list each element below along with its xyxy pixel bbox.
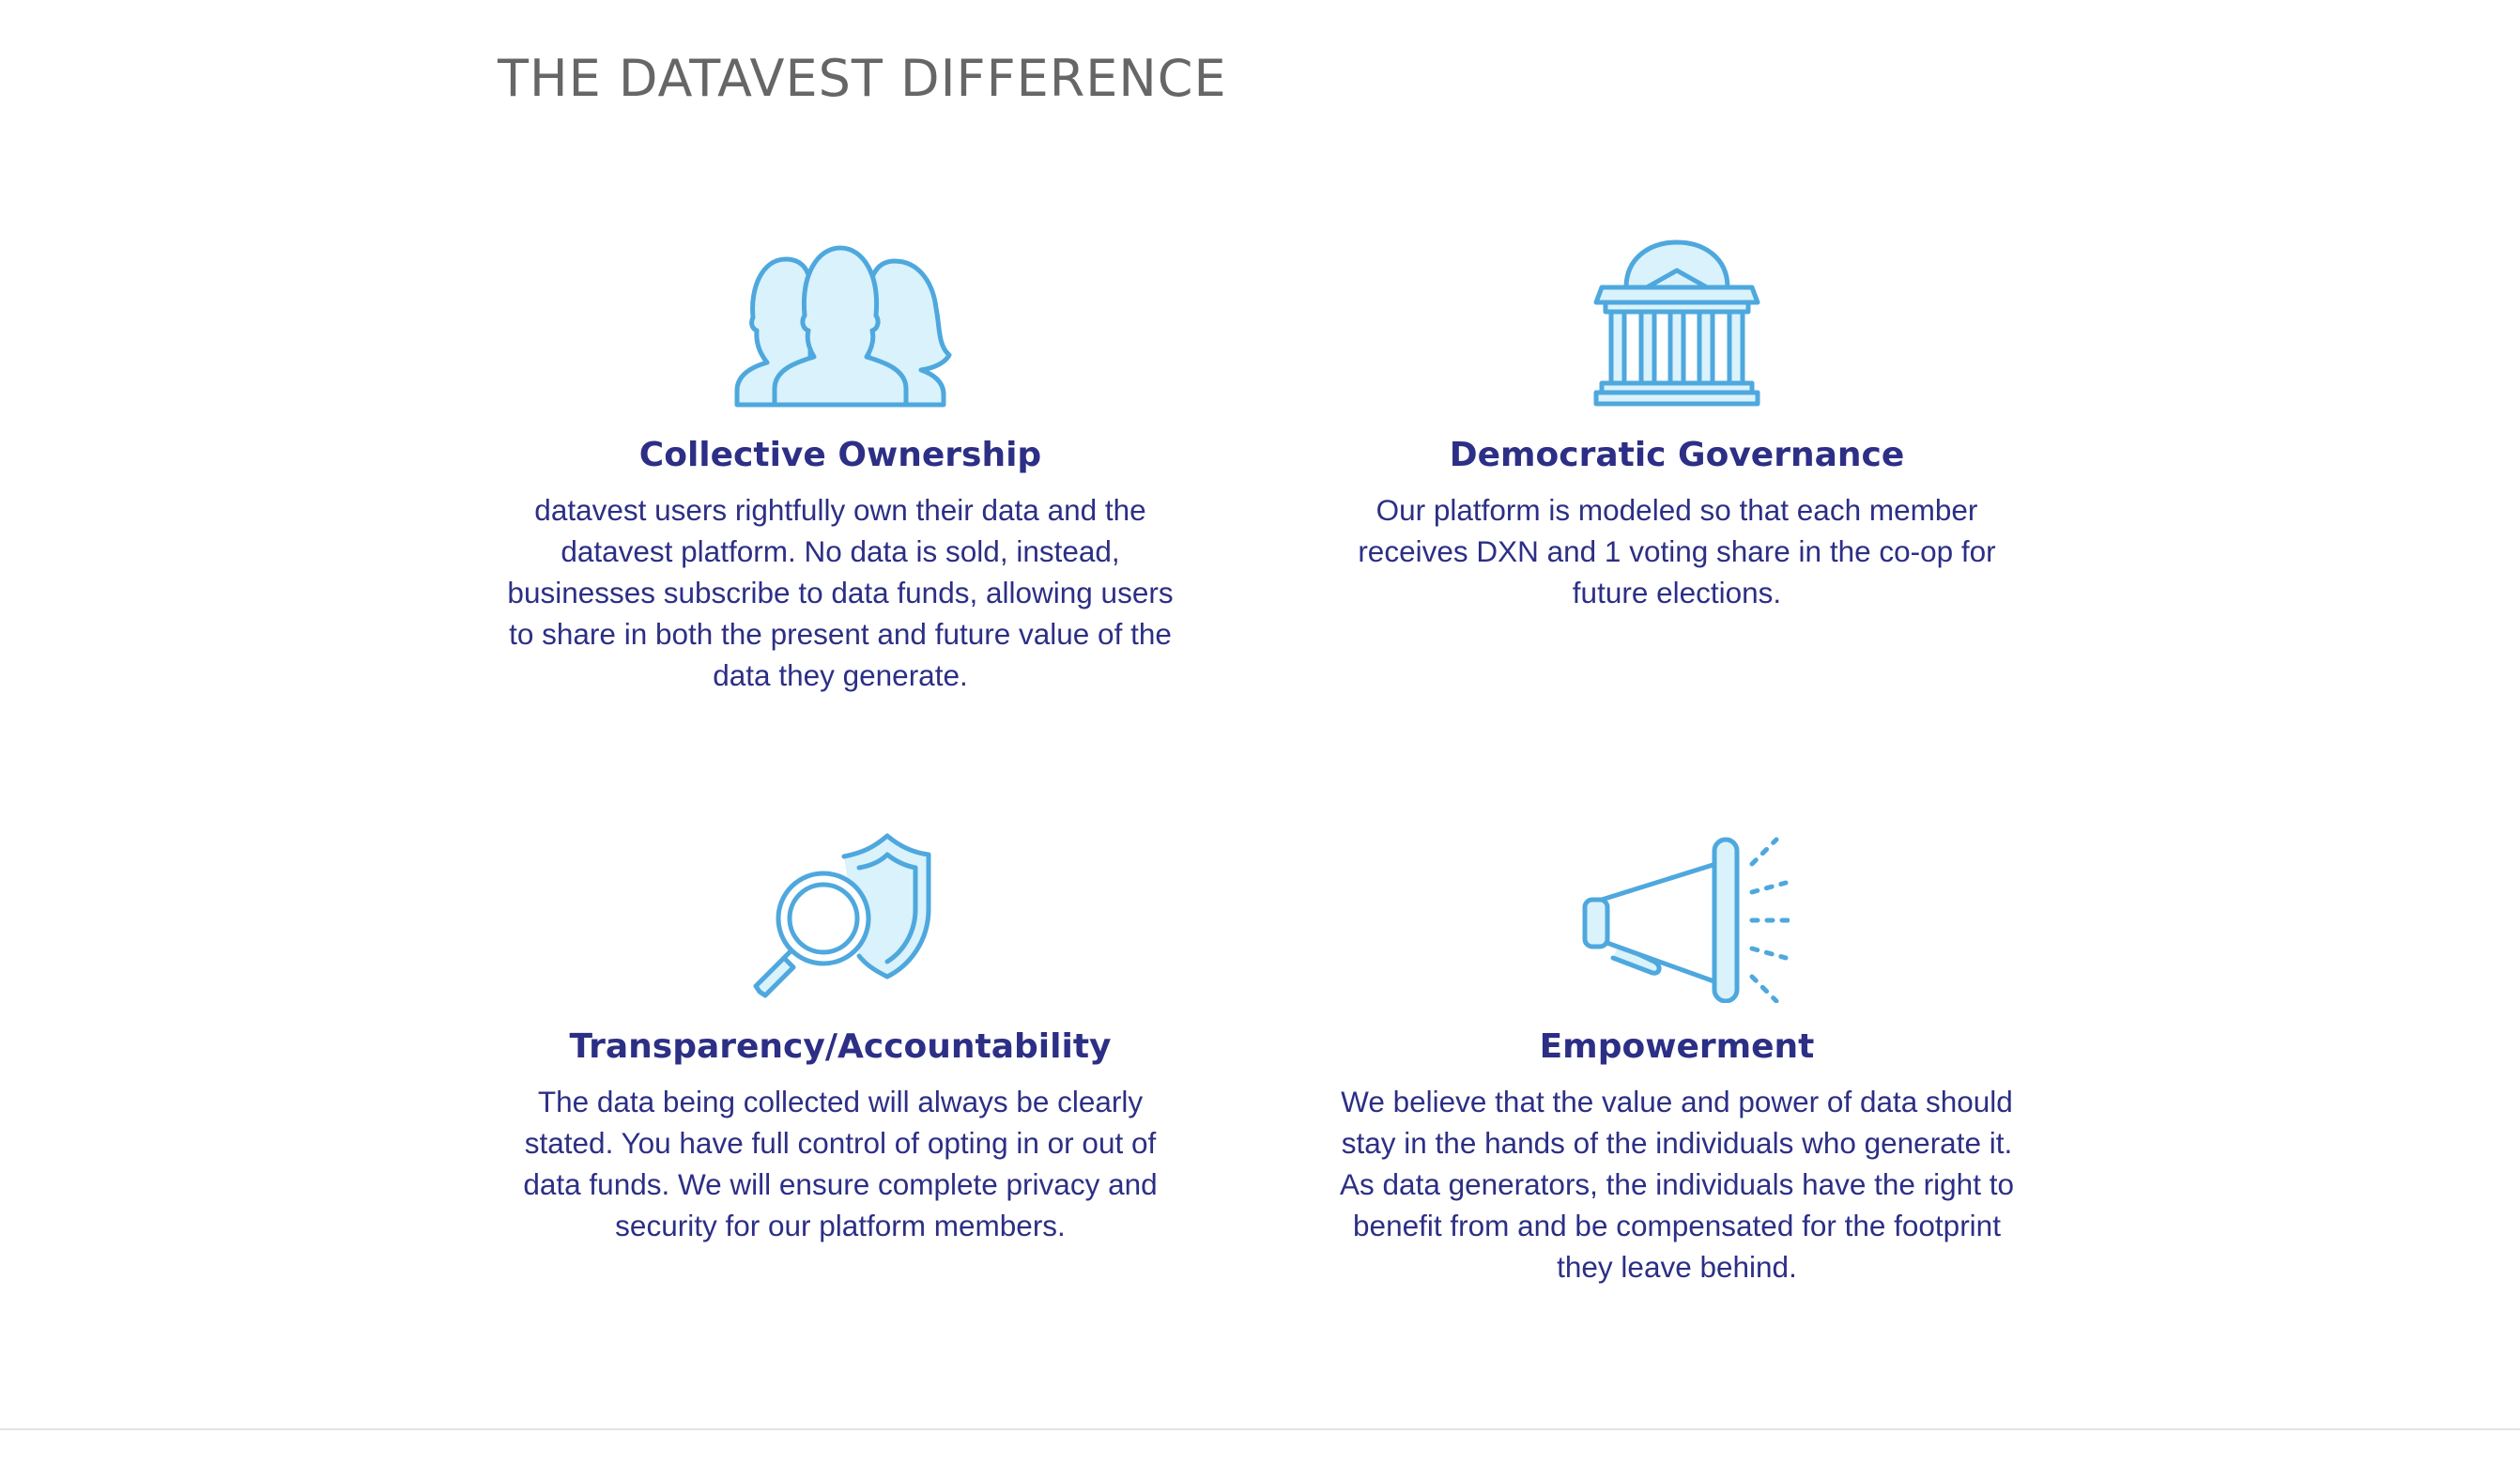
feature-title: Collective Ownership — [638, 436, 1042, 474]
magnifier-shield-icon — [753, 833, 931, 998]
feature-description: datavest users rightfully own their data… — [507, 493, 1174, 692]
megaphone-icon — [1582, 837, 1790, 1003]
feature-empowerment: Empowerment We believe that the value an… — [1320, 825, 2034, 1288]
section-title: THE DATAVEST DIFFERENCE — [498, 49, 1227, 108]
feature-title: Empowerment — [1539, 1027, 1815, 1066]
feature-collective-ownership: Collective Ownership datavest users righ… — [484, 233, 1197, 696]
government-building-icon — [1593, 239, 1760, 407]
feature-transparency-accountability: Transparency/Accountability The data bei… — [484, 825, 1197, 1246]
footer-divider — [0, 1428, 2520, 1430]
people-group-icon — [734, 245, 952, 408]
feature-title: Transparency/Accountability — [569, 1027, 1112, 1066]
feature-description: Our platform is modeled so that each mem… — [1358, 493, 1996, 609]
feature-description: The data being collected will always be … — [523, 1085, 1158, 1242]
feature-democratic-governance: Democratic Governance Our platform is mo… — [1320, 233, 2034, 613]
feature-description: We believe that the value and power of d… — [1340, 1085, 2014, 1284]
feature-title: Democratic Governance — [1449, 436, 1905, 474]
